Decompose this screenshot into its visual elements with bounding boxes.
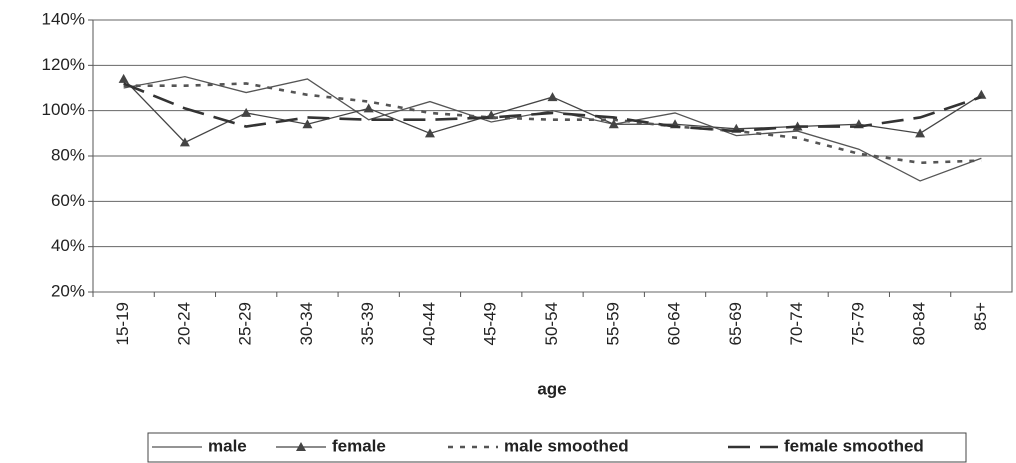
x-tick-label: 60-64 <box>665 302 684 345</box>
y-tick-label: 20% <box>51 281 85 300</box>
x-tick-label: 30-34 <box>297 302 316 345</box>
x-tick-label: 65-69 <box>726 302 745 345</box>
y-tick-label: 60% <box>51 191 85 210</box>
marker <box>179 137 190 147</box>
legend-marker <box>296 442 306 451</box>
y-tick-label: 140% <box>42 9 85 28</box>
legend-label: male <box>208 436 247 455</box>
x-tick-label: 45-49 <box>481 302 500 345</box>
marker <box>915 128 926 138</box>
y-tick-label: 120% <box>42 55 85 74</box>
y-tick-label: 80% <box>51 145 85 164</box>
marker <box>118 73 129 83</box>
x-tick-label: 50-54 <box>542 302 561 345</box>
marker <box>363 103 374 113</box>
legend-label: female <box>332 436 386 455</box>
x-tick-label: 75-79 <box>848 302 867 345</box>
x-tick-label: 70-74 <box>787 302 806 345</box>
marker <box>241 107 252 117</box>
x-tick-label: 55-59 <box>603 302 622 345</box>
series-line <box>123 82 982 133</box>
x-tick-label: 40-44 <box>419 302 438 345</box>
marker <box>302 119 313 129</box>
marker <box>547 92 558 102</box>
x-axis-label: age <box>537 379 566 398</box>
marker <box>608 119 619 129</box>
series-line <box>123 76 982 182</box>
x-tick-label: 25-29 <box>236 302 255 345</box>
x-tick-label: 35-39 <box>358 302 377 345</box>
x-tick-label: 85+ <box>971 302 990 331</box>
legend-label: female smoothed <box>784 436 924 455</box>
x-tick-label: 15-19 <box>113 302 132 345</box>
y-tick-label: 40% <box>51 236 85 255</box>
x-tick-label: 20-24 <box>174 302 193 345</box>
legend-label: male smoothed <box>504 436 629 455</box>
x-tick-label: 80-84 <box>910 302 929 345</box>
y-tick-label: 100% <box>42 100 85 119</box>
marker <box>424 128 435 138</box>
